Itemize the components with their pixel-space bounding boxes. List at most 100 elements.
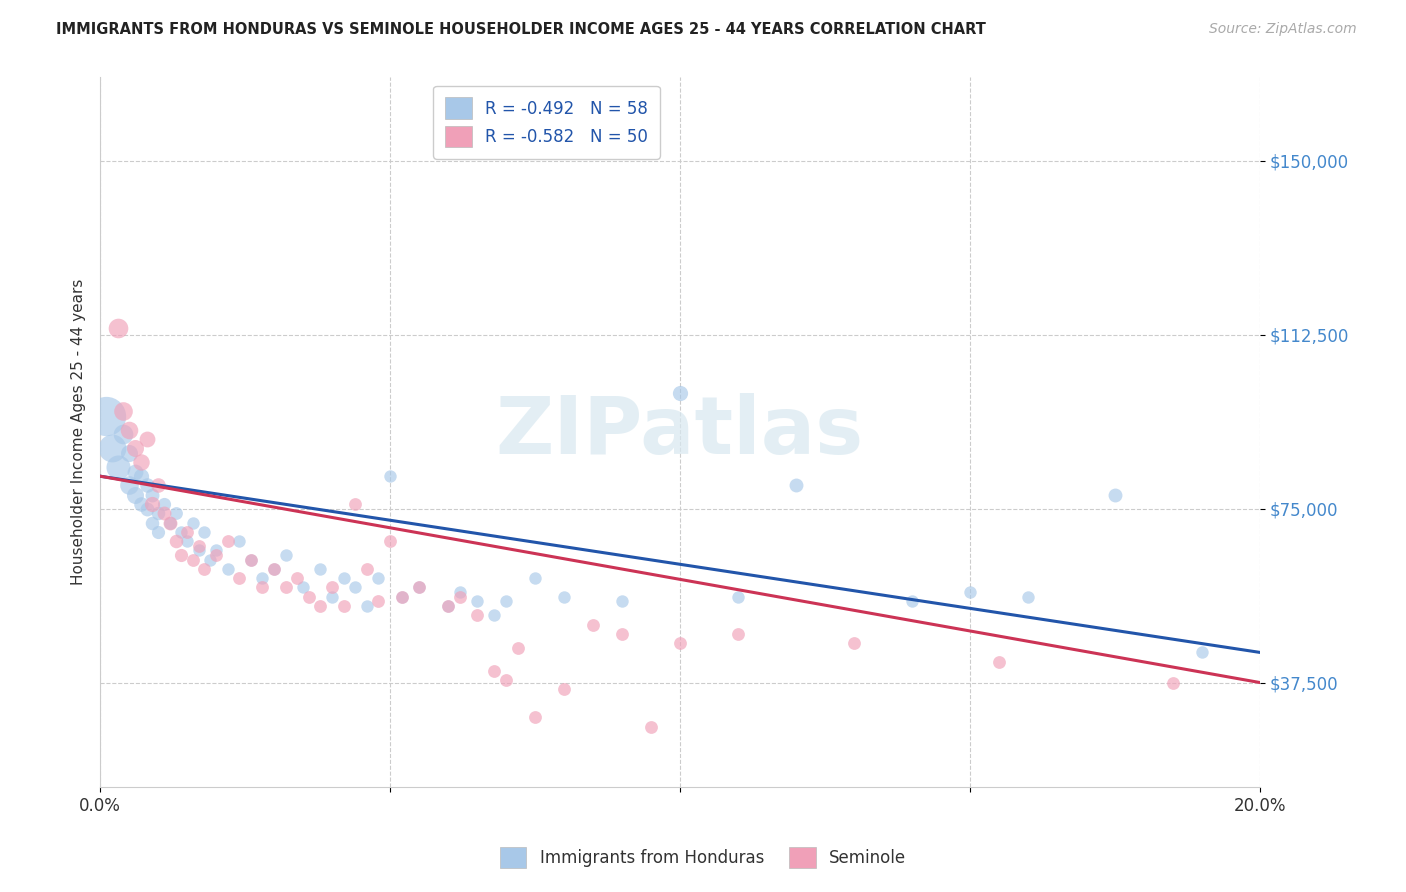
Point xyxy=(437,599,460,613)
Point xyxy=(356,599,378,613)
Point xyxy=(449,590,471,604)
Point xyxy=(124,442,146,456)
Point xyxy=(285,571,308,585)
Point xyxy=(1104,488,1126,502)
Point xyxy=(187,543,209,558)
Point xyxy=(506,640,529,655)
Point xyxy=(200,552,222,566)
Point xyxy=(118,446,141,460)
Point xyxy=(170,524,193,539)
Point xyxy=(408,581,430,595)
Point xyxy=(610,627,633,641)
Point xyxy=(727,627,749,641)
Point xyxy=(100,442,122,456)
Point xyxy=(159,516,181,530)
Point xyxy=(118,423,141,437)
Point xyxy=(193,524,215,539)
Point xyxy=(107,321,129,335)
Text: Source: ZipAtlas.com: Source: ZipAtlas.com xyxy=(1209,22,1357,37)
Point xyxy=(437,599,460,613)
Point xyxy=(378,469,401,483)
Point xyxy=(239,552,262,566)
Point xyxy=(959,585,981,599)
Point xyxy=(124,465,146,479)
Point xyxy=(107,459,129,474)
Point xyxy=(449,585,471,599)
Point xyxy=(378,534,401,549)
Point xyxy=(484,608,506,623)
Point xyxy=(523,571,546,585)
Point xyxy=(292,581,315,595)
Point xyxy=(118,478,141,492)
Point xyxy=(176,524,198,539)
Point xyxy=(141,516,163,530)
Point xyxy=(727,590,749,604)
Point xyxy=(298,590,321,604)
Point xyxy=(582,617,605,632)
Point xyxy=(112,404,135,418)
Point xyxy=(124,488,146,502)
Point xyxy=(135,478,157,492)
Point xyxy=(159,516,181,530)
Point xyxy=(165,506,187,520)
Point xyxy=(239,552,262,566)
Point xyxy=(228,571,250,585)
Point xyxy=(408,581,430,595)
Point xyxy=(112,427,135,442)
Point xyxy=(484,664,506,678)
Point xyxy=(332,571,354,585)
Point xyxy=(553,682,575,697)
Point xyxy=(205,543,228,558)
Point xyxy=(165,534,187,549)
Point xyxy=(129,497,152,511)
Point xyxy=(141,497,163,511)
Point xyxy=(344,581,367,595)
Point xyxy=(523,710,546,724)
Point xyxy=(181,552,204,566)
Point xyxy=(669,385,692,400)
Point xyxy=(669,636,692,650)
Point xyxy=(129,455,152,469)
Point xyxy=(146,506,169,520)
Point xyxy=(321,581,343,595)
Point xyxy=(987,655,1010,669)
Point xyxy=(170,548,193,562)
Point xyxy=(332,599,354,613)
Point xyxy=(553,590,575,604)
Point xyxy=(146,478,169,492)
Point xyxy=(495,673,517,688)
Point xyxy=(367,571,389,585)
Point xyxy=(252,581,274,595)
Legend: Immigrants from Honduras, Seminole: Immigrants from Honduras, Seminole xyxy=(494,840,912,875)
Point xyxy=(141,488,163,502)
Point xyxy=(465,594,488,608)
Point xyxy=(153,497,176,511)
Point xyxy=(610,594,633,608)
Point xyxy=(228,534,250,549)
Point xyxy=(176,534,198,549)
Point xyxy=(129,469,152,483)
Point xyxy=(495,594,517,608)
Point xyxy=(367,594,389,608)
Point xyxy=(181,516,204,530)
Text: IMMIGRANTS FROM HONDURAS VS SEMINOLE HOUSEHOLDER INCOME AGES 25 - 44 YEARS CORRE: IMMIGRANTS FROM HONDURAS VS SEMINOLE HOU… xyxy=(56,22,986,37)
Point xyxy=(263,562,285,576)
Point xyxy=(1017,590,1039,604)
Point xyxy=(205,548,228,562)
Point xyxy=(217,562,239,576)
Point xyxy=(153,506,176,520)
Point xyxy=(135,501,157,516)
Point xyxy=(94,409,117,423)
Point xyxy=(1161,675,1184,690)
Point xyxy=(217,534,239,549)
Point xyxy=(274,548,297,562)
Point xyxy=(356,562,378,576)
Point xyxy=(146,524,169,539)
Point xyxy=(309,562,332,576)
Point xyxy=(785,478,807,492)
Point xyxy=(391,590,413,604)
Point xyxy=(193,562,215,576)
Legend: R = -0.492   N = 58, R = -0.582   N = 50: R = -0.492 N = 58, R = -0.582 N = 50 xyxy=(433,86,659,159)
Point xyxy=(263,562,285,576)
Point xyxy=(309,599,332,613)
